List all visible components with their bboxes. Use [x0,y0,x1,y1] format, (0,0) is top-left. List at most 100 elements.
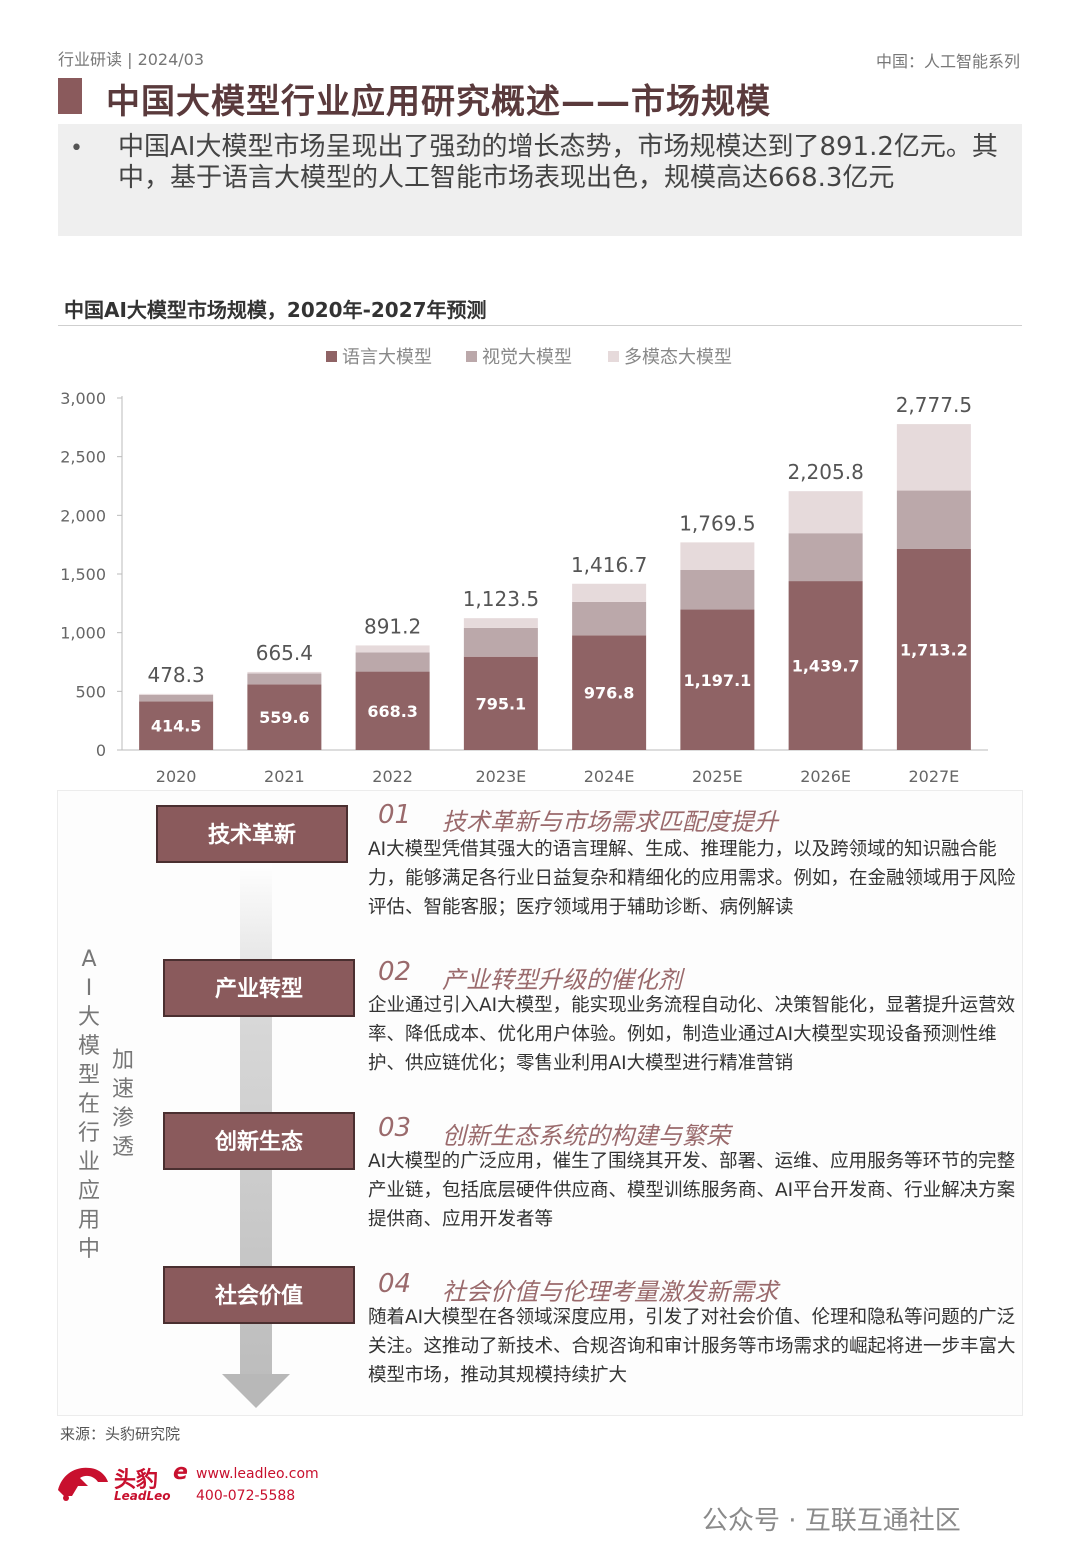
vertical-label-ai-char: 应 [78,1179,101,1204]
wechat-watermark: 公众号 · 互联互通社区 [702,1506,961,1536]
bar-inner-label: 1,439.7 [792,657,860,676]
x-tick-label: 2025E [692,767,743,786]
y-tick-label: 500 [75,682,106,701]
x-tick-label: 2020 [156,767,197,786]
bar-inner-label: 795.1 [476,694,527,713]
vertical-label-ai-char: 型 [78,1063,101,1088]
vertical-label-accelerate-char: 渗 [112,1106,135,1131]
y-tick-label: 2,000 [60,506,106,525]
y-tick-label: 1,000 [60,624,106,643]
bar-segment [788,533,863,582]
driver-tag-3: 创新生态 [163,1112,355,1170]
bar-total-label: 1,123.5 [463,587,539,611]
bar-segment [463,618,538,628]
legend-swatch [608,351,619,362]
bar-segment [788,581,863,750]
legend-swatch [326,351,337,362]
bar-inner-label: 668.3 [367,702,418,721]
legend-label: 视觉大模型 [482,347,572,368]
bar-segment [788,491,863,534]
driver-number-3: 03 [378,1113,412,1143]
logo-text-cn: 头豹 [114,1468,159,1493]
bar-inner-label: 559.6 [259,708,310,727]
bar-segment [680,542,755,570]
bar-segment [896,490,971,549]
driver-tag-2: 产业转型 [163,959,355,1017]
bar-segment [680,569,755,610]
x-tick-label: 2024E [584,767,635,786]
driver-number-2: 02 [378,957,412,987]
vertical-label-ai-char: 大 [78,1005,101,1030]
logo-e-icon: e [173,1460,188,1485]
vertical-label-ai-char: 行 [78,1121,101,1146]
x-tick-label: 2026E [800,767,851,786]
y-tick-label: 1,500 [60,565,106,584]
vertical-label-ai-char: 中 [78,1237,101,1262]
vertical-label-accelerate: 加速渗透 [112,1046,134,1162]
bar-segment [139,693,214,695]
vertical-label-accelerate-char: 加 [112,1048,135,1073]
bar-segment [896,424,971,491]
driver-tag-4: 社会价值 [163,1266,355,1324]
driver-number-4: 04 [378,1269,412,1299]
bar-inner-label: 976.8 [584,684,635,703]
bar-segment [247,673,322,685]
vertical-label-ai-char: 模 [78,1034,101,1059]
x-tick-label: 2023E [475,767,526,786]
vertical-label-ai-char: 在 [78,1092,101,1117]
driver-tag-1: 技术革新 [156,805,348,863]
chart-title: 中国AI大模型市场规模，2020年-2027年预测 [64,298,487,322]
bar-segment [247,671,322,674]
title-accent-bar [58,78,82,114]
vertical-label-ai-char: A [81,947,97,972]
driver-body-3: AI大模型的广泛应用，催生了围绕其开发、部署、运维、应用服务等环节的完整产业链，… [368,1151,1016,1230]
phone-number: 400-072-5588 [196,1488,296,1504]
driver-body-4: 随着AI大模型在各领域深度应用，引发了对社会价值、伦理和隐私等问题的广泛关注。这… [368,1307,1016,1386]
bar-total-label: 2,205.8 [787,460,863,484]
y-tick-label: 3,000 [60,389,106,408]
bar-inner-label: 1,713.2 [900,640,968,659]
vertical-label-accelerate-char: 透 [112,1135,135,1160]
down-arrow-icon [222,1374,290,1408]
x-tick-label: 2027E [908,767,959,786]
driver-title-4: 社会价值与伦理考量激发新需求 [442,1278,778,1306]
header-series-name: 中国：人工智能系列 [875,52,1020,71]
bar-segment [355,645,430,653]
driver-body-2: 企业通过引入AI大模型，能实现业务流程自动化、决策智能化，显著提升运营效率、降低… [368,995,1016,1074]
bar-segment [572,583,647,602]
x-tick-label: 2022 [372,767,413,786]
summary-bullet: • [70,136,83,161]
stacked-bar-chart: 语言大模型 视觉大模型 多模态大模型 0 500 1,000 1,500 2,000 2,500… [60,347,988,786]
driver-title-1: 技术革新与市场需求匹配度提升 [442,808,778,836]
bar-total-label: 891.2 [364,614,421,638]
legend-label: 多模态大模型 [624,347,732,368]
website-link[interactable]: www.leadleo.com [196,1466,319,1482]
bar-total-label: 665.4 [256,641,313,665]
bar-segment [247,684,322,750]
page-title: 中国大模型行业应用研究概述——市场规模 [106,82,771,122]
bar-segment [572,635,647,750]
bar-segment [680,609,755,750]
vertical-label-ai-char: I [85,976,93,1001]
bar-inner-label: 414.5 [151,717,202,736]
vertical-label-ai-char: 业 [78,1150,101,1175]
bar-total-label: 1,769.5 [679,511,755,535]
bar-segment [463,627,538,657]
bar-total-label: 1,416.7 [571,553,647,577]
driver-body-1: AI大模型凭借其强大的语言理解、生成、推理能力，以及跨领域的知识融合能力，能够满… [368,839,1016,918]
y-tick-label: 2,500 [60,448,106,467]
source-note: 来源：头豹研究院 [60,1425,181,1443]
logo-text-en: LeadLeo [114,1489,171,1503]
bar-segment [463,656,538,750]
bar-segment [355,671,430,750]
driver-title-3: 创新生态系统的构建与繁荣 [442,1122,730,1150]
legend-swatch [466,351,477,362]
bar-total-label: 478.3 [147,663,204,687]
vertical-label-ai-char: 用 [78,1208,101,1233]
bar-total-label: 2,777.5 [896,393,972,417]
leopard-logo-icon [58,1467,108,1501]
bar-segment [355,652,430,672]
chart-title-rule [58,325,1022,326]
legend-label: 语言大模型 [342,347,432,368]
summary-text: 中国AI大模型市场呈现出了强劲的增长态势，市场规模达到了891.2亿元。其中，基… [118,132,998,193]
